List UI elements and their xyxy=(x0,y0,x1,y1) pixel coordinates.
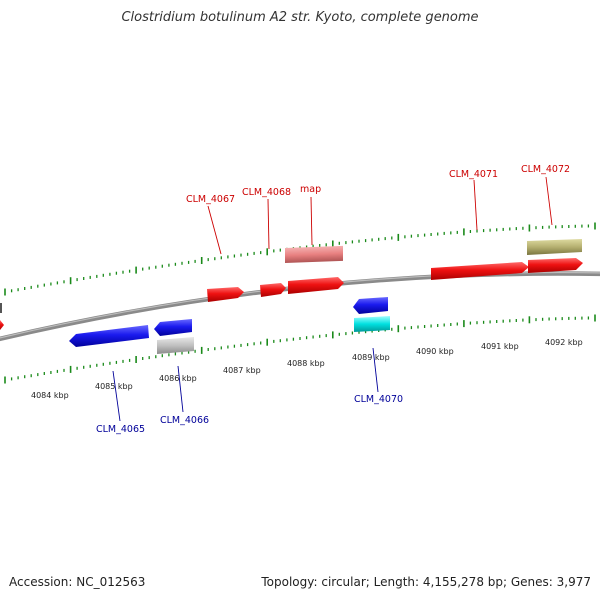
label-leaders xyxy=(112,176,553,422)
gene-arrow-clm-4072[interactable] xyxy=(528,258,583,273)
gene-arrow-edge-left-red[interactable] xyxy=(0,320,4,330)
gene-label-clm-4065[interactable]: CLM_4065 xyxy=(96,424,145,435)
scale-label-4086: 4086 kbp xyxy=(159,374,197,383)
gene-arrow-map[interactable] xyxy=(288,277,344,294)
reverse-ticks xyxy=(4,314,596,384)
gene-arrow-clm-4067[interactable] xyxy=(207,287,244,302)
scale-label-4092: 4092 kbp xyxy=(545,338,583,347)
map-title: Clostridium botulinum A2 str. Kyoto, com… xyxy=(121,10,479,25)
forward-ticks xyxy=(4,222,596,296)
scale-label-4088: 4088 kbp xyxy=(287,359,325,368)
gene-arrow-clm-4066[interactable] xyxy=(154,319,192,336)
gene-edge-left-grey xyxy=(0,303,2,313)
grey-feature-clm-4066[interactable] xyxy=(157,337,194,354)
gene-arrow-clm-4068[interactable] xyxy=(260,283,286,297)
gene-label-clm-4067[interactable]: CLM_4067 xyxy=(186,194,235,205)
scale-label-4091: 4091 kbp xyxy=(481,342,519,351)
gene-label-clm-4071[interactable]: CLM_4071 xyxy=(449,169,498,180)
cyan-feature-clm-4070[interactable] xyxy=(354,316,390,332)
rna-feature-map[interactable] xyxy=(285,245,343,264)
gene-label-clm-4070[interactable]: CLM_4070 xyxy=(354,394,403,405)
accession-text: Accession: NC_012563 xyxy=(9,575,146,589)
gene-label-clm-4068[interactable]: CLM_4068 xyxy=(242,187,291,198)
genome-summary-text: Topology: circular; Length: 4,155,278 bp… xyxy=(261,575,591,589)
gene-label-clm-4072[interactable]: CLM_4072 xyxy=(521,164,570,175)
scale-label-4090: 4090 kbp xyxy=(416,347,454,356)
scale-label-4089: 4089 kbp xyxy=(352,353,390,362)
pseudo-feature-clm-4072[interactable] xyxy=(527,239,582,255)
gene-arrow-clm-4071[interactable] xyxy=(431,262,529,280)
scale-label-4087: 4087 kbp xyxy=(223,366,261,375)
gene-arrow-clm-4070[interactable] xyxy=(353,297,388,314)
scale-label-4085: 4085 kbp xyxy=(95,382,133,391)
gene-label-map[interactable]: map xyxy=(300,184,321,195)
scale-label-4084: 4084 kbp xyxy=(31,391,69,400)
gene-arrow-clm-4065[interactable] xyxy=(69,325,149,347)
gene-label-clm-4066[interactable]: CLM_4066 xyxy=(160,415,209,426)
